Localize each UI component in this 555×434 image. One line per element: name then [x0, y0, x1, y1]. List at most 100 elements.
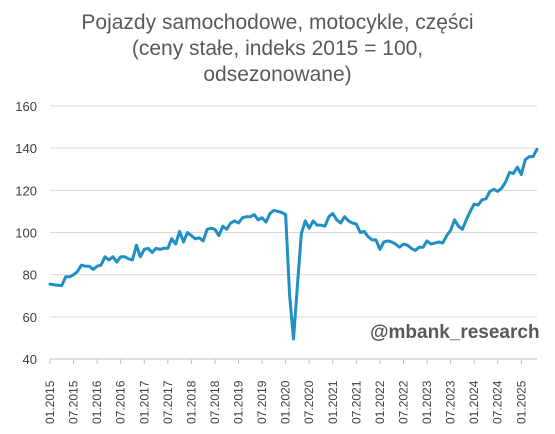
- x-tick-label: 07.2015: [67, 380, 81, 424]
- y-tick-label: 100: [15, 226, 37, 241]
- data-point: [182, 241, 184, 243]
- data-point: [100, 264, 102, 266]
- data-point: [481, 199, 483, 201]
- x-tick-label: 07.2019: [255, 380, 269, 424]
- data-point: [273, 209, 275, 211]
- data-point: [493, 188, 495, 190]
- data-point: [292, 338, 294, 340]
- data-point: [241, 217, 243, 219]
- data-point: [536, 148, 538, 150]
- data-point: [108, 259, 110, 261]
- data-point: [375, 239, 377, 241]
- data-point: [422, 246, 424, 248]
- data-point: [167, 247, 169, 249]
- chart-title-line-2: (ceny stałe, indeks 2015 = 100,: [131, 37, 424, 60]
- x-tick-label: 07.2018: [208, 380, 222, 424]
- x-tick-label: 01.2015: [43, 380, 57, 424]
- data-point: [265, 221, 267, 223]
- data-point: [402, 243, 404, 245]
- data-point: [308, 227, 310, 229]
- x-tick-label: 01.2016: [90, 380, 104, 424]
- data-point: [218, 234, 220, 236]
- data-point: [96, 265, 98, 267]
- data-point: [473, 203, 475, 205]
- data-point: [516, 166, 518, 168]
- data-point: [151, 251, 153, 253]
- data-point: [72, 273, 74, 275]
- data-point: [206, 228, 208, 230]
- data-point: [245, 215, 247, 217]
- data-point: [328, 215, 330, 217]
- x-tick-label: 07.2024: [491, 380, 505, 424]
- data-point: [320, 224, 322, 226]
- data-point: [394, 243, 396, 245]
- x-tick-label: 01.2023: [420, 380, 434, 424]
- data-point: [445, 234, 447, 236]
- chart-title-line-3: odsezonowane): [203, 63, 352, 86]
- data-point: [253, 213, 255, 215]
- data-point: [222, 225, 224, 227]
- data-point: [155, 247, 157, 249]
- y-tick-label: 40: [23, 352, 37, 367]
- data-point: [339, 222, 341, 224]
- data-point: [284, 213, 286, 215]
- data-point: [300, 232, 302, 234]
- data-point: [147, 247, 149, 249]
- data-point: [497, 190, 499, 192]
- data-point: [410, 247, 412, 249]
- data-point: [457, 225, 459, 227]
- data-point: [68, 276, 70, 278]
- data-point: [226, 228, 228, 230]
- data-point: [202, 240, 204, 242]
- data-point: [387, 240, 389, 242]
- data-point: [198, 237, 200, 239]
- data-point: [65, 276, 67, 278]
- data-point: [434, 242, 436, 244]
- x-tick-label: 01.2022: [373, 380, 387, 424]
- data-point: [347, 220, 349, 222]
- data-point: [57, 284, 59, 286]
- data-point: [449, 229, 451, 231]
- series-points: [49, 148, 538, 340]
- data-point: [438, 241, 440, 243]
- x-tick-label: 01.2019: [232, 380, 246, 424]
- data-point: [159, 248, 161, 250]
- data-point: [190, 234, 192, 236]
- data-point: [508, 171, 510, 173]
- x-tick-label: 01.2025: [514, 380, 528, 424]
- data-point: [461, 228, 463, 230]
- x-tick-label: 07.2017: [161, 380, 175, 424]
- data-point: [277, 210, 279, 212]
- data-point: [229, 222, 231, 224]
- data-point: [127, 258, 129, 260]
- data-point: [324, 225, 326, 227]
- data-point: [53, 284, 55, 286]
- data-point: [269, 212, 271, 214]
- x-tick-label: 07.2020: [302, 380, 316, 424]
- data-point: [296, 284, 298, 286]
- y-tick-label: 140: [15, 141, 37, 156]
- data-point: [233, 220, 235, 222]
- data-point: [261, 217, 263, 219]
- data-point: [281, 211, 283, 213]
- x-tick-label: 01.2018: [184, 380, 198, 424]
- data-point: [332, 212, 334, 214]
- x-tick-label: 01.2020: [279, 380, 293, 424]
- data-point: [524, 159, 526, 161]
- data-point: [406, 244, 408, 246]
- watermark-label: @mbank_research: [370, 322, 540, 343]
- y-tick-label: 160: [15, 99, 37, 114]
- data-point: [119, 256, 121, 258]
- data-point: [76, 270, 78, 272]
- data-point: [143, 248, 145, 250]
- data-point: [171, 238, 173, 240]
- x-tick-label: 07.2022: [396, 380, 410, 424]
- data-point: [355, 223, 357, 225]
- data-point: [163, 247, 165, 249]
- data-point: [351, 222, 353, 224]
- series-line: [48, 147, 539, 341]
- data-point: [237, 222, 239, 224]
- data-point: [316, 224, 318, 226]
- data-point: [214, 228, 216, 230]
- data-point: [485, 198, 487, 200]
